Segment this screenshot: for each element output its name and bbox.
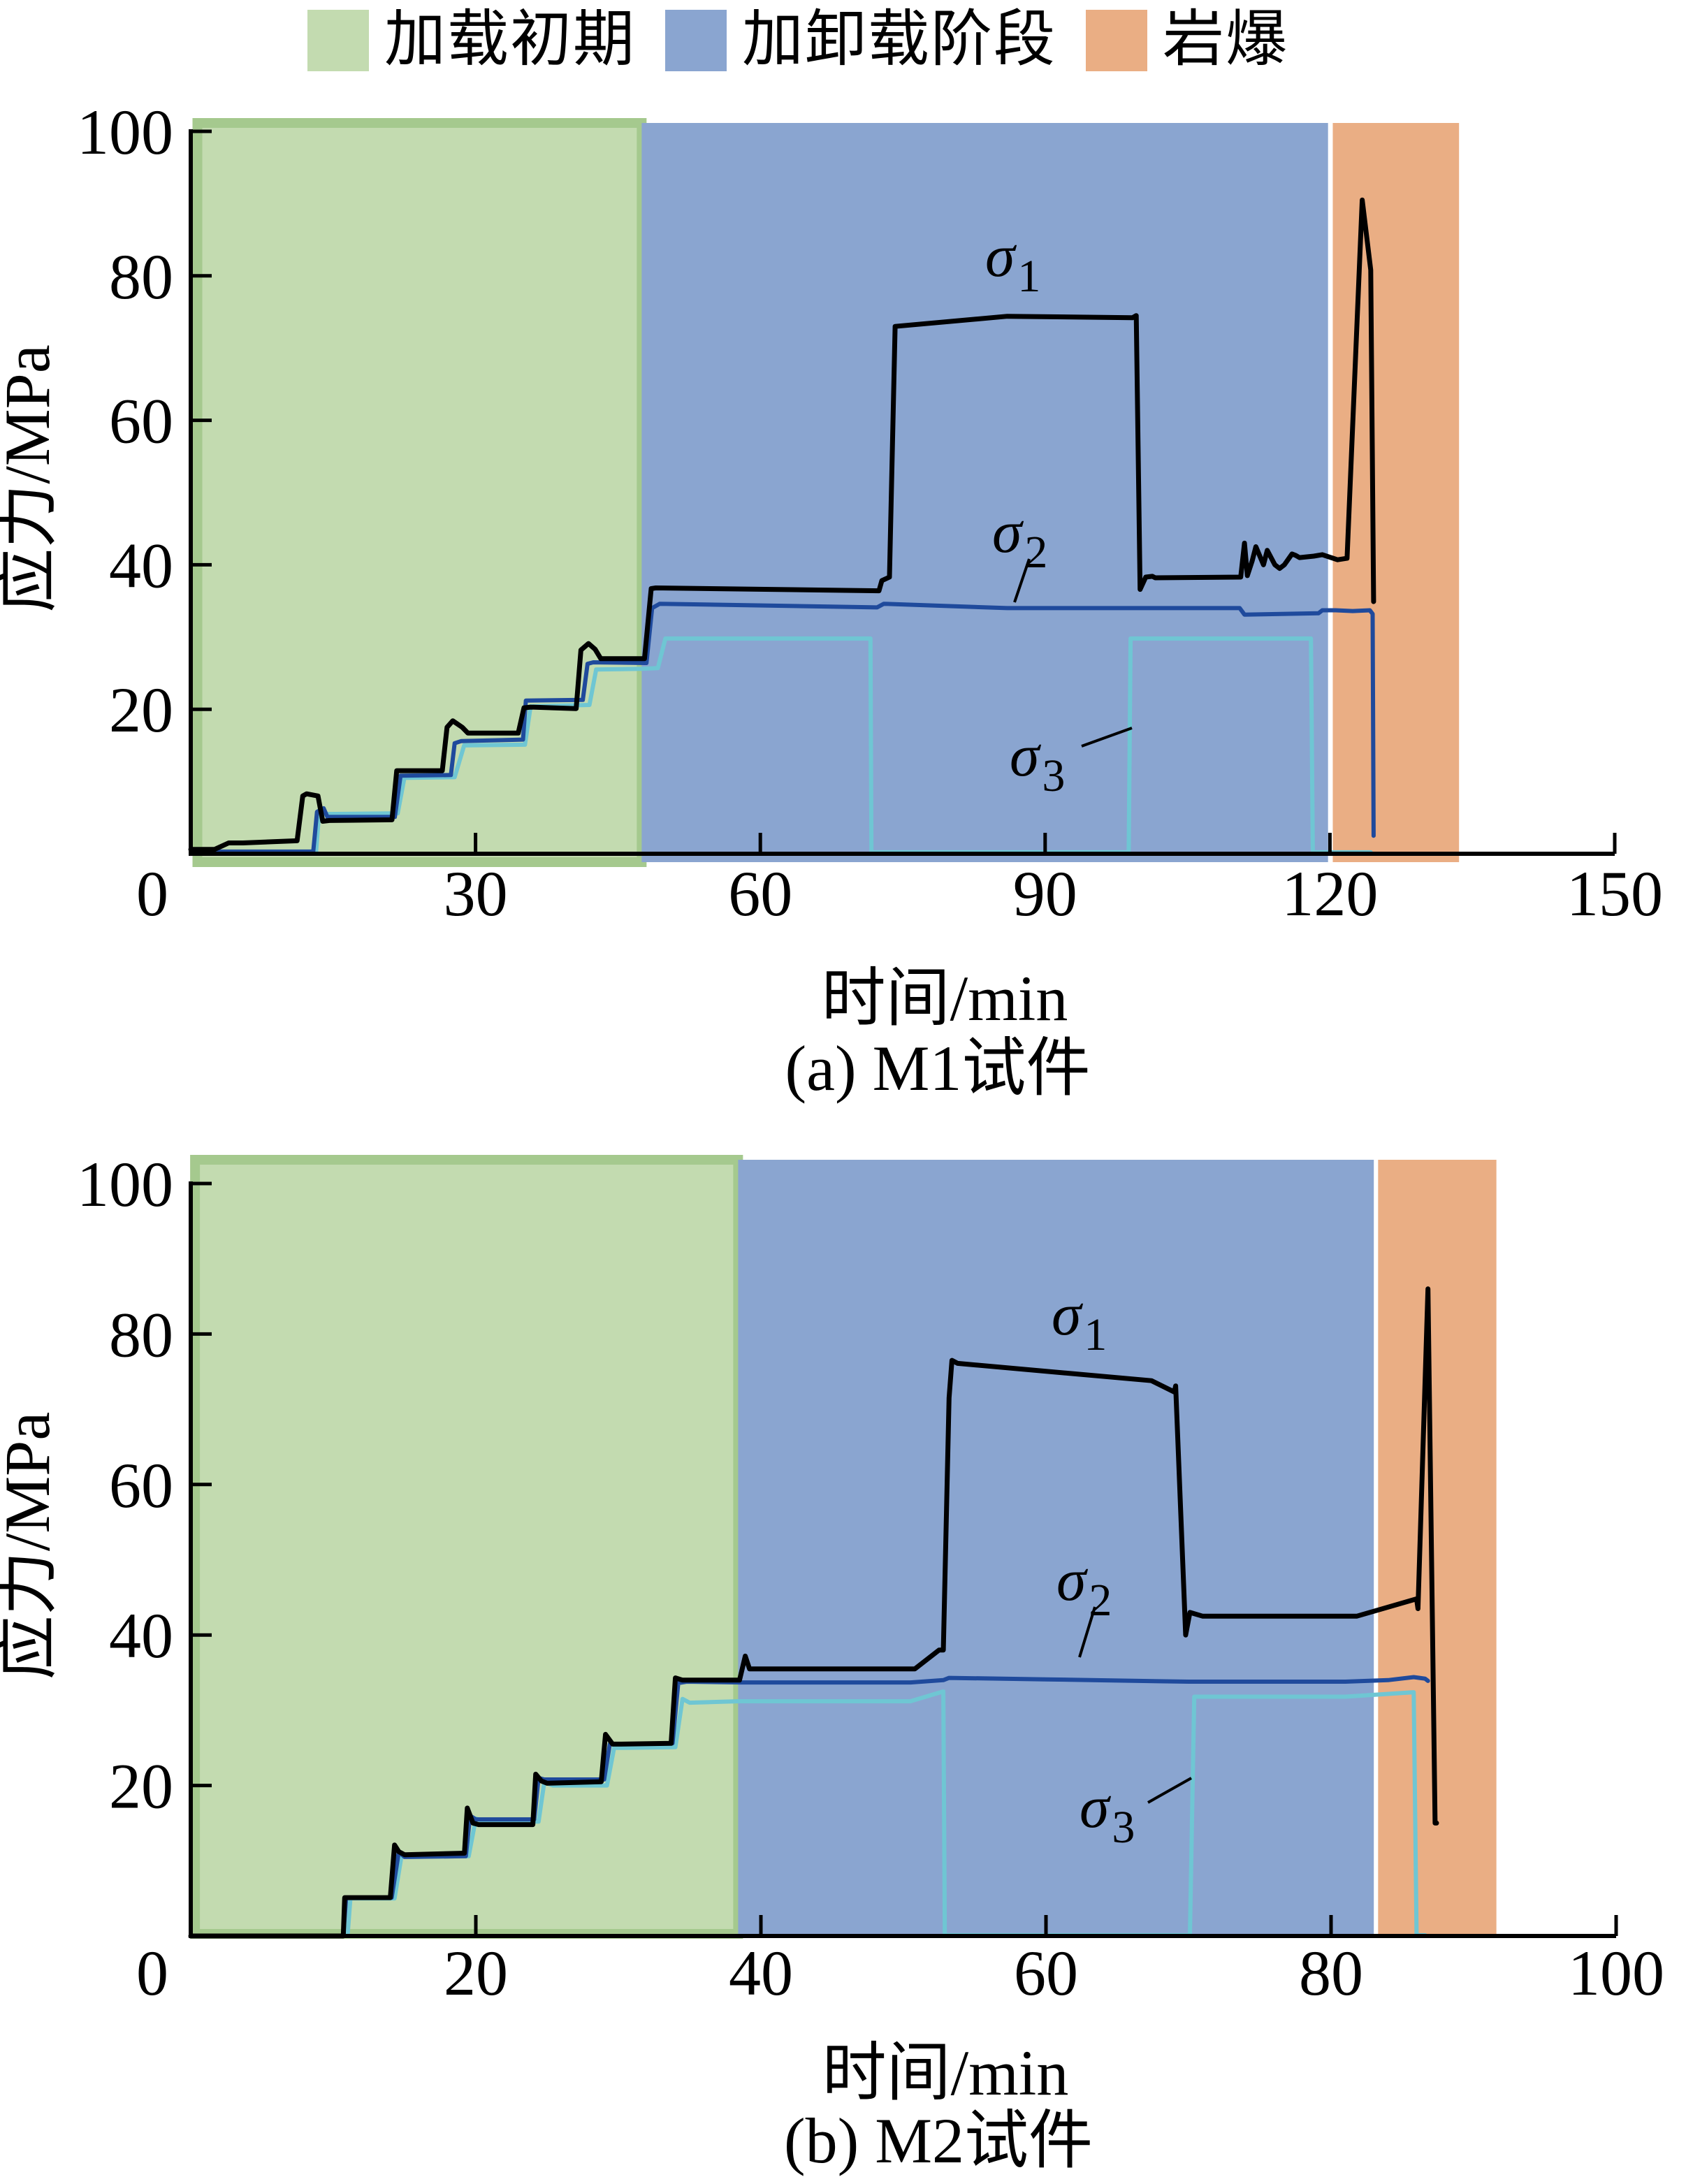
x-tick-label: 60	[728, 858, 792, 929]
annotation-sigma3: σ3	[1080, 1773, 1135, 1853]
phase-band-1	[192, 118, 647, 867]
x-axis-title: 时间/min	[822, 963, 1068, 1034]
annotation-sigma2: σ2	[992, 498, 1047, 578]
y-tick-label: 100	[77, 96, 173, 168]
y-axis-title: 应力/MPa	[0, 1412, 63, 1680]
x-tick-label: 0	[136, 858, 168, 929]
annotation-leader-line	[1147, 1777, 1192, 1804]
annotation-subscript: 2	[1024, 527, 1047, 578]
annotation-leader-line	[1013, 558, 1031, 603]
annotation-sigma3: σ3	[1010, 722, 1065, 801]
annotation-symbol: σ	[1056, 1546, 1089, 1613]
y-tick-label: 60	[109, 386, 173, 457]
y-tick-label: 60	[109, 1450, 173, 1521]
annotation-symbol: σ	[1010, 722, 1042, 789]
annotation-symbol: σ	[992, 498, 1024, 565]
annotation-symbol: σ	[985, 222, 1017, 289]
x-tick-label: 120	[1281, 858, 1378, 929]
x-tick-label: 30	[444, 858, 508, 929]
annotation-leader-line	[1078, 1606, 1096, 1658]
x-tick-label: 80	[1299, 1937, 1363, 2009]
legend-label: 岩爆	[1163, 6, 1289, 74]
phase-band-2	[738, 1160, 1374, 1934]
annotation-subscript: 1	[1017, 251, 1040, 302]
x-tick-label: 20	[444, 1937, 508, 2009]
legend-item-rockburst: 岩爆	[1086, 6, 1288, 75]
x-tick-label: 60	[1014, 1937, 1078, 2009]
chart-a: 0 30 60 90 120 150 20 40 60 80 100 时间/min 应力/MPa (a) …	[0, 96, 1663, 1104]
annotation-sigma2: σ2	[1056, 1546, 1112, 1626]
figure-caption: (a) M1试件	[785, 1033, 1091, 1104]
annotation-sigma1: σ1	[1052, 1281, 1107, 1360]
x-tick-label: 90	[1013, 858, 1077, 929]
y-tick-label: 20	[109, 1751, 173, 1822]
y-tick-label: 80	[109, 241, 173, 312]
annotation-sigma1: σ1	[985, 222, 1040, 302]
series-line-sigma1	[188, 1286, 1439, 1939]
annotation-symbol: σ	[1052, 1281, 1084, 1348]
legend-label: 加卸载阶段	[742, 6, 1057, 74]
y-tick-label: 40	[109, 530, 173, 601]
x-tick-label: 0	[136, 1937, 168, 2009]
legend-swatch-loading-unloading	[665, 10, 727, 71]
x-axis-title: 时间/min	[822, 2037, 1069, 2109]
phase-band-2	[641, 123, 1328, 862]
legend-label: 加载初期	[384, 6, 637, 74]
chart-b: 0 20 40 60 80 100 20 40 60 80 100 时间/min 应力/MPa (b) M…	[0, 1149, 1664, 2176]
series-line-sigma1	[188, 197, 1376, 852]
x-tick-label: 100	[1568, 1937, 1664, 2009]
y-tick-label: 100	[77, 1149, 173, 1220]
legend-swatch-rockburst	[1086, 10, 1148, 71]
annotation-subscript: 3	[1112, 1802, 1135, 1853]
legend: 加载初期 加卸载阶段 岩爆	[307, 6, 1318, 75]
y-tick-label: 20	[109, 674, 173, 745]
annotation-leader-line	[1081, 727, 1133, 748]
y-tick-label: 40	[109, 1600, 173, 1671]
x-tick-label: 150	[1567, 858, 1663, 929]
legend-swatch-initial-loading	[307, 10, 369, 71]
x-tick-label: 40	[729, 1937, 793, 2009]
annotation-subscript: 1	[1084, 1309, 1107, 1360]
figure-caption: (b) M2试件	[784, 2105, 1093, 2176]
y-axis-title: 应力/MPa	[0, 344, 63, 612]
legend-item-initial-loading: 加载初期	[307, 6, 636, 75]
legend-item-loading-unloading: 加卸载阶段	[665, 6, 1056, 75]
phase-band-3	[1332, 123, 1460, 862]
phase-band-1	[190, 1155, 743, 1939]
y-tick-label: 80	[109, 1299, 173, 1370]
series-line-sigma2	[189, 602, 1376, 854]
annotation-symbol: σ	[1080, 1773, 1112, 1840]
series-line-sigma3	[189, 636, 1373, 854]
annotation-subscript: 3	[1042, 750, 1065, 801]
